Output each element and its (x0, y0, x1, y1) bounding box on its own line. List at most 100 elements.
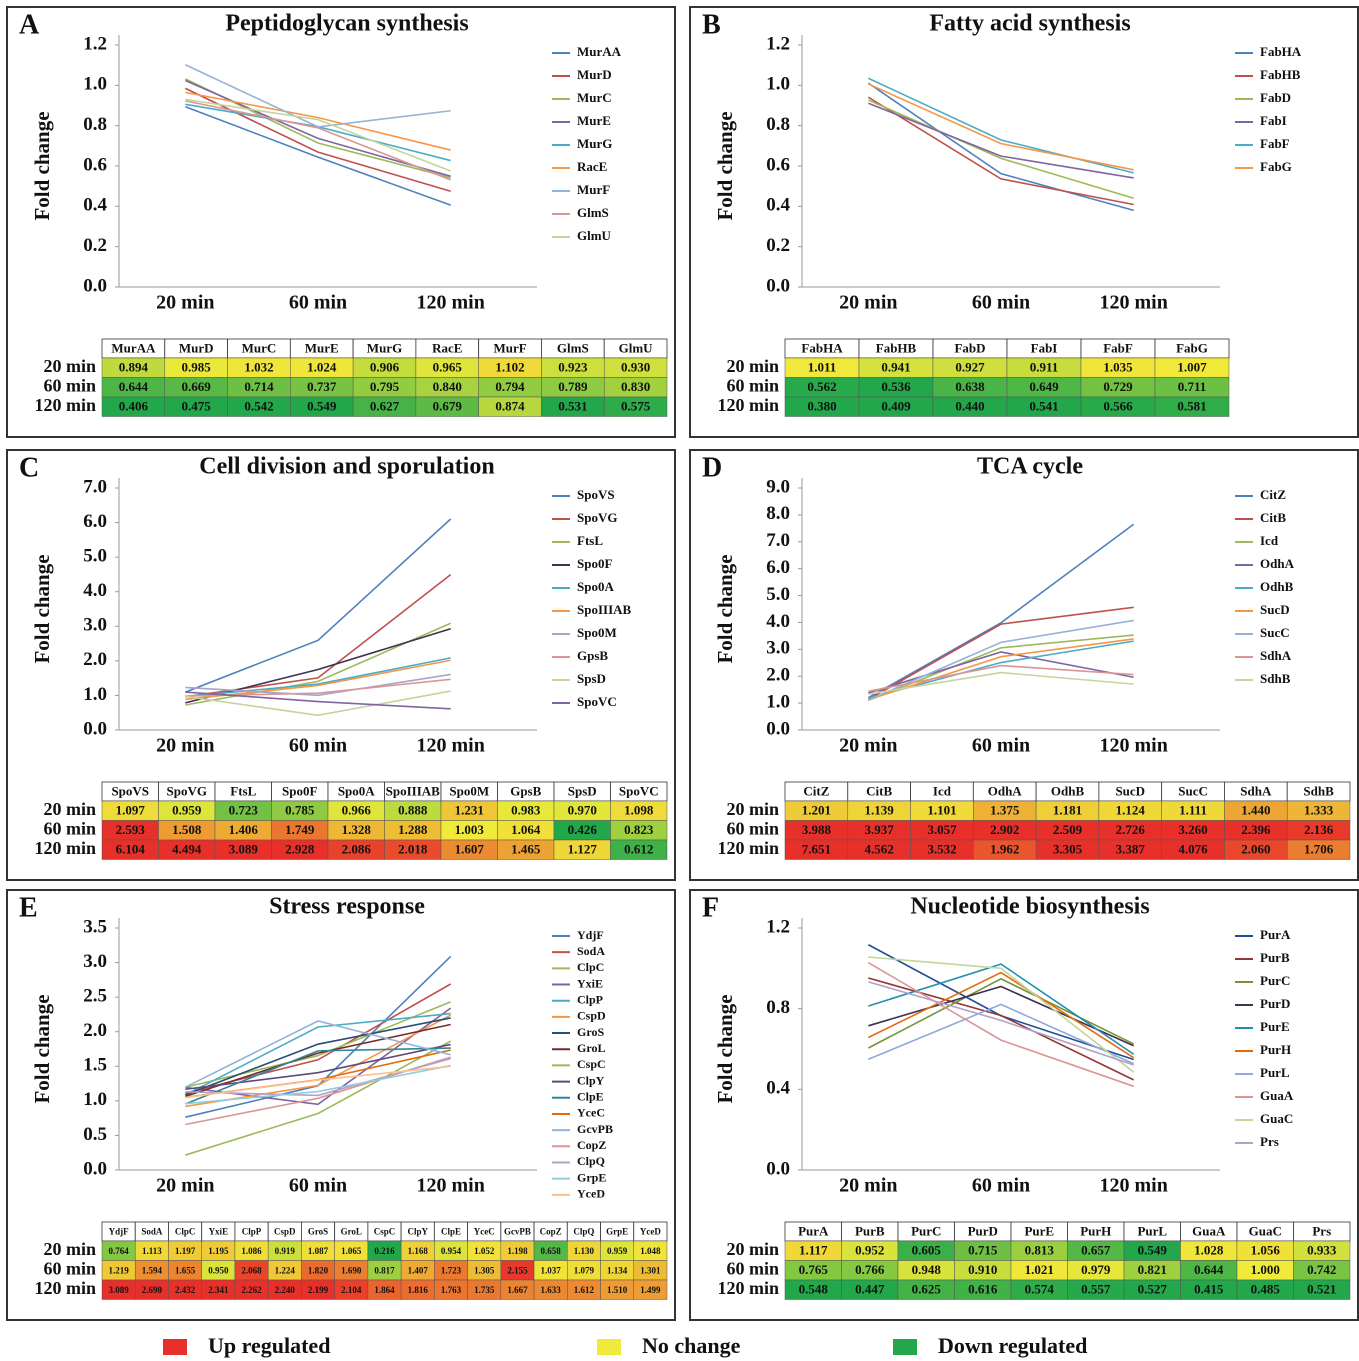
heat-value: 0.447 (855, 1282, 885, 1297)
heat-value: 0.711 (1178, 379, 1207, 394)
y-axis-label: Fold change (30, 994, 54, 1103)
heat-value: 1.048 (640, 1246, 661, 1256)
table-header: PurB (855, 1223, 885, 1238)
table-header: PurA (798, 1223, 829, 1238)
x-tick-label: 20 min (839, 1175, 897, 1197)
series-line (868, 981, 1134, 1066)
series-line (185, 1001, 451, 1089)
heat-value: 1.633 (541, 1285, 562, 1295)
panel: F Nucleotide biosynthesis Fold change 0.0 0.… (689, 889, 1359, 1321)
heat-value: 0.910 (968, 1262, 997, 1277)
heat-value: 0.948 (912, 1262, 942, 1277)
legend-text: Up regulated (208, 1333, 330, 1358)
chart-title: Cell division and sporulation (199, 454, 494, 480)
series-line (184, 1012, 451, 1096)
heat-value: 2.199 (308, 1285, 329, 1295)
heat-value: 1.735 (474, 1285, 495, 1295)
x-tick-label: 120 min (416, 292, 484, 314)
y-tick-label: 1.0 (83, 74, 107, 95)
series-line (867, 96, 1134, 206)
legend-label: MurF (577, 182, 610, 197)
table-header: SpoVG (167, 783, 207, 798)
heat-cell (1293, 1279, 1351, 1300)
heat-value: 0.536 (881, 379, 911, 394)
heat-value: 0.795 (370, 379, 400, 394)
heat-value: 0.566 (1103, 399, 1133, 414)
series-line (867, 82, 1134, 212)
heat-value: 1.763 (441, 1285, 462, 1295)
table-row-label: 60 min (43, 375, 96, 395)
legend-label: SpoVG (577, 510, 617, 525)
series-line (867, 606, 1134, 701)
table-row-label: 120 min (717, 395, 779, 415)
heat-value: 1.065 (341, 1246, 362, 1256)
heat-value: 3.305 (1053, 842, 1083, 857)
heat-value: 0.965 (433, 360, 463, 375)
legend-label: FtsL (577, 533, 603, 548)
panel-letter: A (19, 9, 40, 40)
y-tick-label: 0.0 (766, 718, 790, 739)
heat-value: 0.521 (1307, 1282, 1336, 1297)
heat-value: 0.959 (607, 1246, 628, 1256)
table-header: GroL (341, 1227, 362, 1237)
legend-label: MurE (577, 113, 611, 128)
legend-label: Spo0F (577, 556, 612, 571)
table-header: PurD (968, 1223, 998, 1238)
panel: E Stress response Fold change 0.0 0.5 1.0 1.5 2… (6, 889, 676, 1321)
heat-value: 0.954 (441, 1246, 462, 1256)
table-header: RacE (432, 340, 462, 355)
table-row-label: 20 min (726, 356, 779, 376)
table-header: FabI (1031, 340, 1058, 355)
table-row-label: 60 min (726, 1258, 779, 1278)
legend-label: ClpC (577, 960, 604, 974)
heat-value: 0.714 (244, 379, 274, 394)
heat-value: 1.301 (640, 1265, 661, 1275)
heat-value: 1.288 (398, 822, 428, 837)
series-line (185, 1065, 451, 1099)
series-line (868, 102, 1134, 179)
series-line (185, 673, 451, 697)
legend-label: FabD (1260, 90, 1291, 105)
series-line (868, 651, 1134, 694)
table-header: PurH (1080, 1223, 1111, 1238)
heat-value: 0.933 (1307, 1243, 1337, 1258)
y-tick-label: 0.4 (766, 1078, 790, 1099)
panel-border (6, 889, 676, 1321)
legend-label: ClpP (577, 992, 603, 1006)
table-header: FabF (1103, 340, 1133, 355)
heat-value: 1.087 (308, 1246, 329, 1256)
series-line (185, 690, 451, 717)
heat-value: 1.816 (408, 1285, 429, 1295)
table-header: CopZ (540, 1227, 562, 1237)
y-tick-label: 0.2 (766, 235, 790, 256)
y-tick-label: 1.0 (83, 684, 107, 705)
heat-value: 0.605 (912, 1243, 942, 1258)
y-tick-label: 1.0 (83, 1089, 107, 1110)
heat-value: 1.375 (990, 803, 1020, 818)
table-header: SdhA (1240, 783, 1272, 798)
series-line (867, 523, 1135, 699)
heat-value: 3.089 (229, 842, 259, 857)
chart-title: Fatty acid synthesis (929, 11, 1130, 37)
panel: B Fatty acid synthesis Fold change 0.0 0.2 0.… (689, 6, 1359, 438)
table-header: ClpE (441, 1227, 461, 1237)
heat-value: 0.764 (108, 1246, 129, 1256)
table-header: GrpE (606, 1227, 628, 1237)
table-header: GuaC (1249, 1223, 1282, 1238)
series-line (868, 963, 1135, 1055)
series-line (185, 79, 451, 178)
table-header: YceD (640, 1227, 661, 1237)
series-line (185, 105, 451, 206)
legend-text: Down regulated (938, 1333, 1087, 1358)
y-axis-label: Fold change (30, 554, 54, 663)
heat-value: 0.440 (955, 399, 984, 414)
legend-label: SpoIIIAB (577, 602, 632, 617)
series-line (185, 1064, 451, 1105)
legend-label: RacE (577, 159, 607, 174)
table-row-label: 120 min (34, 1278, 96, 1298)
y-tick-label: 8.0 (766, 503, 790, 524)
heat-value: 0.380 (807, 399, 836, 414)
heat-value: 0.985 (182, 360, 212, 375)
series-line (185, 100, 451, 181)
heat-value: 1.056 (1251, 1243, 1281, 1258)
